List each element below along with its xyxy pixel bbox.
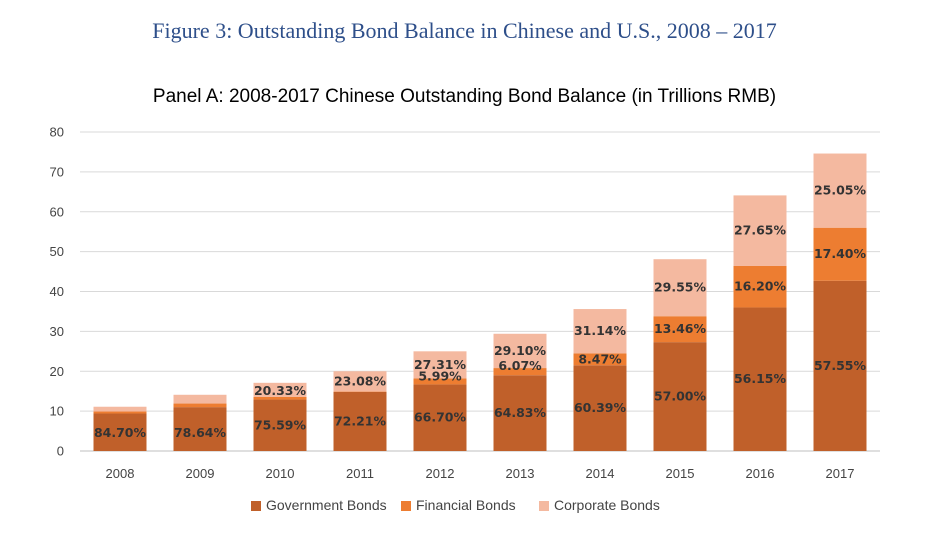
- bar-financial-bonds-2015: [653, 316, 707, 343]
- y-tick-label: 30: [50, 324, 64, 339]
- y-tick-label: 70: [50, 164, 64, 179]
- bar-financial-bonds-2010: [253, 396, 307, 400]
- data-label: 27.31%: [414, 357, 467, 372]
- x-tick-label: 2008: [106, 466, 135, 481]
- bar-corporate-bonds-2012: [413, 351, 467, 379]
- data-label: 17.40%: [814, 246, 867, 261]
- data-label: 57.55%: [814, 358, 867, 373]
- x-tick-label: 2011: [346, 466, 374, 481]
- bar-government-bonds-2010: [253, 399, 307, 451]
- data-label: 29.10%: [494, 343, 547, 358]
- data-label: 64.83%: [494, 405, 547, 420]
- bar-financial-bonds-2016: [733, 265, 787, 308]
- data-label: 20.33%: [254, 383, 307, 398]
- x-tick-label: 2012: [426, 466, 455, 481]
- bar-corporate-bonds-2014: [573, 309, 627, 354]
- bar-government-bonds-2009: [173, 407, 227, 451]
- data-label: 84.70%: [94, 425, 147, 440]
- x-tick-label: 2014: [586, 466, 615, 481]
- legend-swatch: [251, 501, 261, 511]
- data-label: 6.07%: [498, 358, 542, 373]
- chart-title: Panel A: 2008-2017 Chinese Outstanding B…: [152, 86, 777, 107]
- x-tick-label: 2017: [826, 466, 855, 481]
- data-label: 25.05%: [814, 183, 867, 198]
- y-tick-label: 60: [50, 204, 64, 219]
- y-tick-label: 20: [50, 364, 64, 379]
- x-tick-label: 2016: [746, 466, 775, 481]
- bar-financial-bonds-2013: [493, 368, 547, 376]
- legend-swatch: [401, 501, 411, 511]
- y-tick-label: 0: [57, 444, 64, 459]
- data-label: 60.39%: [574, 400, 627, 415]
- x-tick-label: 2010: [266, 466, 295, 481]
- bar-financial-bonds-2014: [573, 353, 627, 366]
- bar-government-bonds-2008: [93, 413, 147, 451]
- bar-corporate-bonds-2015: [653, 259, 707, 317]
- bar-financial-bonds-2012: [413, 378, 467, 385]
- bar-corporate-bonds-2011: [333, 371, 387, 392]
- legend-label: Corporate Bonds: [554, 497, 660, 513]
- data-label: 66.70%: [414, 410, 467, 425]
- data-label: 23.08%: [334, 373, 387, 388]
- data-label: 29.55%: [654, 280, 707, 295]
- bar-financial-bonds-2008: [93, 411, 147, 414]
- bar-corporate-bonds-2016: [733, 195, 787, 266]
- legend-label: Government Bonds: [266, 497, 387, 513]
- x-tick-label: 2015: [666, 466, 695, 481]
- legend-swatch: [539, 501, 549, 511]
- data-label: 56.15%: [734, 371, 787, 386]
- bar-corporate-bonds-2017: [813, 153, 867, 228]
- y-tick-label: 50: [50, 244, 64, 259]
- data-label: 5.99%: [418, 368, 462, 383]
- bar-financial-bonds-2009: [173, 403, 227, 408]
- data-label: 31.14%: [574, 323, 627, 338]
- bar-government-bonds-2012: [413, 384, 467, 451]
- data-label: 16.20%: [734, 279, 787, 294]
- legend-label: Financial Bonds: [416, 497, 516, 513]
- figure-title: Figure 3: Outstanding Bond Balance in Ch…: [152, 18, 777, 43]
- bar-government-bonds-2013: [493, 375, 547, 451]
- bar-corporate-bonds-2010: [253, 382, 307, 397]
- data-label: 78.64%: [174, 425, 227, 440]
- y-tick-label: 80: [50, 125, 64, 140]
- data-label: 57.00%: [654, 389, 707, 404]
- y-tick-label: 10: [50, 404, 64, 419]
- data-label: 8.47%: [578, 351, 622, 366]
- bar-government-bonds-2014: [573, 365, 627, 451]
- data-label: 75.59%: [254, 417, 307, 432]
- bar-government-bonds-2016: [733, 307, 787, 451]
- bar-financial-bonds-2017: [813, 227, 867, 281]
- y-tick-label: 40: [50, 284, 64, 299]
- bar-corporate-bonds-2013: [493, 333, 547, 369]
- bar-government-bonds-2011: [333, 391, 387, 451]
- bar-government-bonds-2017: [813, 280, 867, 451]
- x-tick-label: 2013: [506, 466, 535, 481]
- data-label: 13.46%: [654, 321, 707, 336]
- bar-corporate-bonds-2009: [173, 394, 227, 404]
- bar-corporate-bonds-2008: [93, 406, 147, 412]
- x-tick-label: 2009: [186, 466, 215, 481]
- bar-government-bonds-2015: [653, 342, 707, 451]
- data-label: 72.21%: [334, 413, 387, 428]
- data-label: 27.65%: [734, 223, 787, 238]
